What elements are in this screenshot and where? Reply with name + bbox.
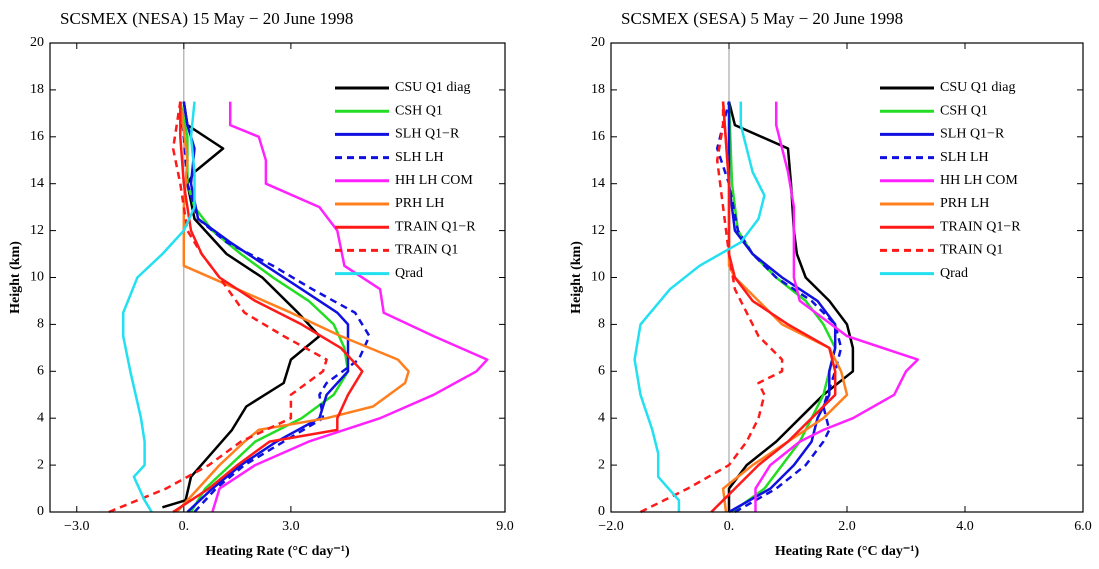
- legend-label: CSH Q1: [940, 103, 988, 118]
- y-tick-label: 6: [598, 364, 605, 379]
- x-tick-label: 2.0: [838, 519, 856, 534]
- profile-line: [211, 101, 489, 513]
- y-axis-label: Height (km): [8, 241, 23, 314]
- y-tick-label: 8: [37, 317, 44, 332]
- profile-line: [727, 101, 855, 512]
- profile-line: [182, 101, 350, 513]
- y-tick-label: 2: [37, 457, 44, 472]
- x-tick-label: −2.0: [598, 519, 623, 534]
- profile-line: [121, 101, 196, 513]
- legend-label: SLH LH: [395, 150, 444, 165]
- x-tick-label: 9.0: [496, 519, 514, 534]
- legend-label: SLH Q1−R: [395, 127, 460, 142]
- y-tick-label: 4: [598, 410, 605, 425]
- legend-label: PRH LH: [940, 196, 989, 211]
- legend-label: TRAIN Q1−R: [940, 219, 1021, 234]
- legend-label: HH LH COM: [395, 173, 473, 188]
- y-tick-label: 18: [30, 82, 44, 97]
- y-tick-label: 10: [30, 270, 44, 285]
- y-tick-label: 14: [30, 176, 44, 191]
- profile-line: [754, 101, 920, 512]
- legend-label: CSH Q1: [395, 103, 443, 118]
- legend-label: PRH LH: [395, 196, 444, 211]
- legend-label: TRAIN Q1−R: [395, 219, 476, 234]
- profile-line: [710, 101, 837, 513]
- legend-label: TRAIN Q1: [395, 243, 458, 258]
- x-tick-label: 0.: [724, 519, 735, 534]
- y-tick-label: 20: [30, 35, 44, 50]
- y-axis-label: Height (km): [569, 241, 584, 314]
- legend-label: Qrad: [940, 266, 968, 281]
- y-tick-label: 12: [591, 223, 605, 238]
- legend-label: HH LH COM: [940, 173, 1018, 188]
- x-tick-label: 3.0: [282, 519, 300, 534]
- legend-label: CSU Q1 diag: [395, 80, 470, 95]
- profile-line: [727, 101, 837, 514]
- x-axis-label: Heating Rate (°C day⁻¹): [205, 544, 350, 559]
- legend-label: Qrad: [395, 266, 423, 281]
- profile-line: [727, 101, 837, 514]
- y-tick-label: 0: [37, 504, 44, 519]
- profile-line: [633, 101, 766, 512]
- panel: SCSMEX (NESA) 15 May − 20 June 1998 Heati…: [8, 9, 514, 559]
- profile-line: [108, 101, 328, 514]
- y-tick-label: 2: [598, 457, 605, 472]
- y-tick-label: 12: [30, 223, 44, 238]
- y-tick-label: 8: [598, 317, 605, 332]
- x-tick-label: −3.0: [64, 519, 89, 534]
- legend-label: TRAIN Q1: [940, 243, 1003, 258]
- legend-label: SLH LH: [940, 150, 989, 165]
- panel: SCSMEX (SESA) 5 May − 20 June 1998 Heatin…: [569, 9, 1092, 559]
- profile-line: [715, 101, 843, 514]
- x-tick-label: 6.0: [1074, 519, 1092, 534]
- legend-label: CSU Q1 diag: [940, 80, 1015, 95]
- y-tick-label: 20: [591, 35, 605, 50]
- profile-line: [172, 101, 364, 514]
- y-tick-label: 0: [598, 504, 605, 519]
- legend-label: SLH Q1−R: [940, 127, 1005, 142]
- plot-frame: [610, 42, 1084, 513]
- y-tick-label: 10: [591, 270, 605, 285]
- profile-line: [175, 101, 410, 513]
- chart-title: SCSMEX (SESA) 5 May − 20 June 1998: [621, 9, 903, 28]
- x-axis-label: Heating Rate (°C day⁻¹): [775, 544, 920, 559]
- x-tick-label: 4.0: [956, 519, 974, 534]
- plot-frame: [49, 42, 506, 513]
- y-tick-label: 4: [37, 410, 44, 425]
- chart-title: SCSMEX (NESA) 15 May − 20 June 1998: [60, 9, 353, 28]
- y-tick-label: 14: [591, 176, 605, 191]
- profile-line: [162, 101, 321, 509]
- x-tick-label: 0.: [179, 519, 190, 534]
- y-tick-label: 6: [37, 364, 44, 379]
- y-tick-label: 16: [30, 129, 44, 144]
- y-tick-label: 18: [591, 82, 605, 97]
- y-tick-label: 16: [591, 129, 605, 144]
